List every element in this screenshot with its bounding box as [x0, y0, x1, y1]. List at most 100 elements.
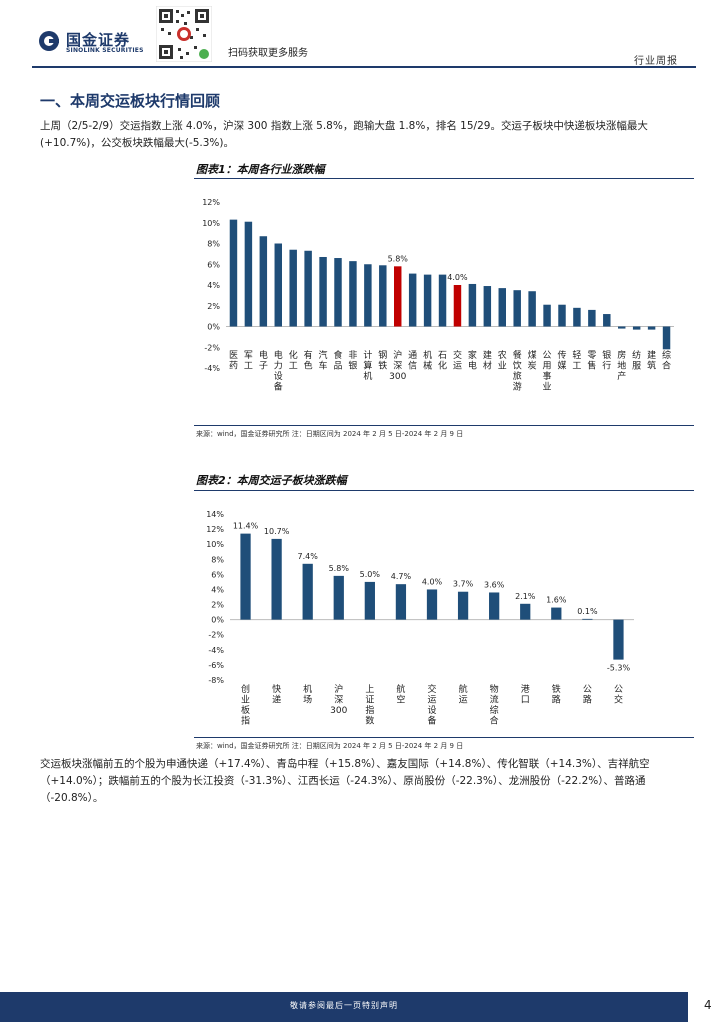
bar-铁路 — [551, 607, 562, 620]
category-label: 汽车 — [319, 349, 328, 372]
category-label: 轻工 — [572, 349, 581, 372]
bar-化工 — [289, 249, 297, 327]
figure1-title: 图表1：本周各行业涨跌幅 — [196, 163, 325, 176]
logo-chinese-name: 国金证券 — [66, 31, 131, 49]
category-label: 煤炭 — [528, 349, 537, 372]
y-tick-label: -8% — [208, 676, 224, 685]
category-label: 公用事业 — [543, 350, 552, 393]
bar-电子 — [259, 236, 268, 327]
bar-有色 — [304, 250, 312, 327]
y-tick-label: 0% — [207, 323, 220, 332]
stock-movers-paragraph: 交运板块涨幅前五的个股为申通快递（+17.4%）、青岛中程（+15.8%）、嘉友… — [40, 758, 650, 804]
section-title: 一、本周交运板块行情回顾 — [40, 92, 221, 110]
data-label: 1.6% — [546, 596, 567, 605]
category-label: 有色 — [304, 349, 313, 372]
bar-餐饮旅游 — [513, 290, 521, 327]
industry-returns-chart: 12% 10% 8% 6% 4% 2% 0% -2% -4% 医药军工电子电力设备化工有色汽车食品… — [202, 198, 674, 393]
page-number: 4 — [704, 998, 712, 1012]
y-tick-label: 10% — [206, 540, 224, 549]
category-label: 化工 — [289, 349, 298, 372]
y-tick-label: 12% — [206, 525, 224, 534]
data-label: 3.6% — [484, 580, 505, 589]
bar-建筑 — [647, 326, 656, 330]
category-label: 交运设备 — [427, 683, 436, 727]
y-tick-label: 10% — [202, 219, 220, 228]
category-label: 电力设备 — [274, 349, 283, 393]
category-label: 非银 — [348, 349, 357, 372]
category-label: 银行 — [602, 349, 611, 372]
bar-快递 — [271, 538, 282, 620]
data-label: 5.0% — [360, 570, 381, 579]
bar-银行 — [603, 314, 611, 327]
bar-公交 — [613, 619, 624, 660]
category-label: 公交 — [614, 684, 623, 706]
bar-电力设备 — [274, 243, 282, 327]
data-label: 4.7% — [391, 572, 412, 581]
figure2-title: 图表2：本周交运子板块涨跌幅 — [196, 474, 347, 487]
category-label: 计算机 — [363, 349, 372, 382]
bar-汽车 — [319, 256, 327, 327]
y-tick-label: 6% — [211, 570, 224, 579]
y-tick-label: 8% — [207, 240, 220, 249]
category-label: 石化 — [438, 351, 447, 372]
category-label: 通信 — [408, 350, 417, 372]
bar-沪深300 — [333, 575, 344, 620]
category-label: 医药 — [229, 350, 238, 372]
data-label: 4.0% — [422, 577, 443, 586]
bar-综合 — [662, 326, 671, 350]
data-label: 7.4% — [298, 552, 319, 561]
data-label: 4.0% — [447, 273, 468, 282]
bar-医药 — [229, 219, 238, 327]
bar-食品 — [334, 258, 342, 327]
figure2-bottom-rule — [194, 737, 694, 738]
category-label: 零售 — [587, 350, 596, 372]
y-tick-label: 8% — [211, 555, 224, 564]
footer-disclaimer[interactable]: 敬请参阅最后一页特别声明 — [290, 1001, 398, 1010]
bar-零售 — [588, 309, 596, 327]
bar-交运设备 — [426, 589, 438, 620]
qr-caption: 扫码获取更多服务 — [228, 48, 308, 59]
bar-创业板指 — [240, 533, 251, 620]
y-tick-label: -4% — [204, 364, 220, 373]
bar-航运 — [457, 591, 469, 620]
bar-煤炭 — [528, 291, 536, 327]
category-label: 航运 — [459, 683, 468, 706]
y-tick-label: 0% — [211, 616, 224, 625]
category-label: 交运 — [453, 349, 462, 372]
qr-code-icon[interactable] — [156, 6, 212, 62]
bar-建材 — [483, 286, 492, 327]
category-label: 沪深 300 — [330, 683, 347, 716]
category-label: 综合 — [662, 349, 671, 372]
y-tick-label: 2% — [211, 601, 224, 610]
category-label: 军工 — [244, 350, 253, 372]
bar-石化 — [438, 274, 447, 327]
header-divider — [32, 66, 696, 68]
bar-公路 — [582, 618, 593, 620]
bar-军工 — [244, 221, 253, 327]
category-label: 家电 — [468, 349, 477, 372]
figure1-top-rule — [194, 178, 694, 179]
y-tick-label: -2% — [208, 631, 224, 640]
bar-物流综合 — [489, 592, 500, 620]
category-label: 机械 — [423, 349, 432, 372]
category-label: 航空 — [396, 683, 405, 706]
y-tick-label: -2% — [204, 343, 220, 352]
y-tick-label: -6% — [208, 661, 224, 670]
bar-传媒 — [558, 304, 566, 327]
y-tick-label: 12% — [202, 198, 220, 207]
category-label: 建筑 — [647, 349, 656, 372]
y-tick-label: 4% — [211, 585, 224, 594]
figure2-source: 来源：wind，国金证券研究所 注：日期区间为 2024 年 2 月 5 日-2… — [196, 742, 464, 750]
bar-钢铁 — [379, 265, 387, 327]
data-label: 5.8% — [388, 254, 409, 263]
y-tick-label: 4% — [207, 281, 220, 290]
category-label: 食品 — [333, 349, 342, 372]
category-label: 公路 — [583, 684, 592, 706]
data-label: 11.4% — [233, 522, 259, 531]
bar-非银 — [349, 261, 357, 327]
bar-机械 — [423, 274, 432, 327]
bar-通信 — [408, 273, 417, 327]
y-tick-label: 2% — [207, 302, 220, 311]
figure1-bottom-rule — [194, 425, 694, 426]
category-label: 建材 — [483, 349, 492, 372]
